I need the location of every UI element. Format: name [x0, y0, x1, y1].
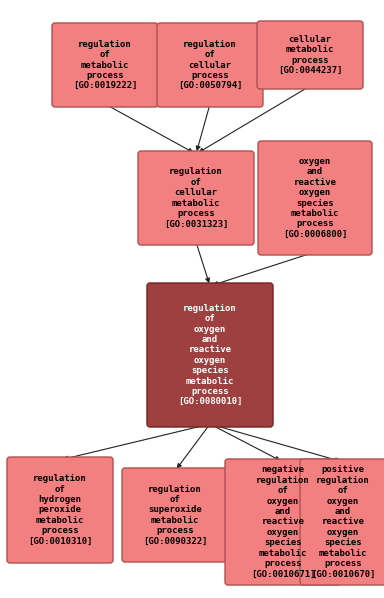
FancyBboxPatch shape	[300, 459, 384, 585]
FancyBboxPatch shape	[52, 23, 158, 107]
FancyBboxPatch shape	[257, 21, 363, 89]
FancyBboxPatch shape	[225, 459, 341, 585]
Text: regulation
of
superoxide
metabolic
process
[GO:0090322]: regulation of superoxide metabolic proce…	[143, 484, 207, 545]
Text: cellular
metabolic
process
[GO:0044237]: cellular metabolic process [GO:0044237]	[278, 35, 342, 75]
FancyBboxPatch shape	[258, 141, 372, 255]
Text: regulation
of
cellular
process
[GO:0050794]: regulation of cellular process [GO:00507…	[178, 39, 242, 90]
FancyBboxPatch shape	[157, 23, 263, 107]
Text: oxygen
and
reactive
oxygen
species
metabolic
process
[GO:0006800]: oxygen and reactive oxygen species metab…	[283, 157, 347, 239]
Text: regulation
of
cellular
metabolic
process
[GO:0031323]: regulation of cellular metabolic process…	[164, 167, 228, 228]
Text: positive
regulation
of
oxygen
and
reactive
oxygen
species
metabolic
process
[GO:: positive regulation of oxygen and reacti…	[311, 465, 375, 578]
Text: regulation
of
hydrogen
peroxide
metabolic
process
[GO:0010310]: regulation of hydrogen peroxide metaboli…	[28, 474, 92, 546]
Text: regulation
of
oxygen
and
reactive
oxygen
species
metabolic
process
[GO:0080010]: regulation of oxygen and reactive oxygen…	[178, 304, 242, 406]
FancyBboxPatch shape	[7, 457, 113, 563]
Text: negative
regulation
of
oxygen
and
reactive
oxygen
species
metabolic
process
[GO:: negative regulation of oxygen and reacti…	[251, 465, 315, 578]
FancyBboxPatch shape	[138, 151, 254, 245]
Text: regulation
of
metabolic
process
[GO:0019222]: regulation of metabolic process [GO:0019…	[73, 39, 137, 90]
FancyBboxPatch shape	[147, 283, 273, 427]
FancyBboxPatch shape	[122, 468, 228, 562]
